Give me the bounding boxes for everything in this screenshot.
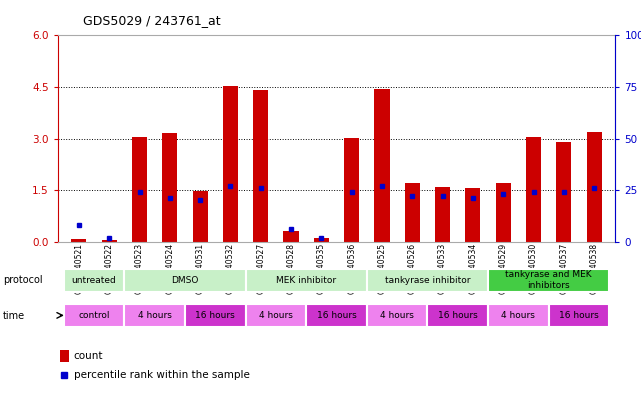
Text: tankyrase and MEK
inhibitors: tankyrase and MEK inhibitors xyxy=(505,270,592,290)
Bar xyxy=(253,90,269,242)
Text: 16 hours: 16 hours xyxy=(438,311,478,320)
Bar xyxy=(71,239,87,242)
Bar xyxy=(314,237,329,242)
Text: time: time xyxy=(3,310,26,321)
Text: count: count xyxy=(74,351,103,361)
Bar xyxy=(246,268,367,292)
Bar xyxy=(404,182,420,242)
Text: 16 hours: 16 hours xyxy=(317,311,356,320)
Text: 4 hours: 4 hours xyxy=(501,311,535,320)
Bar xyxy=(556,142,571,242)
Bar xyxy=(283,231,299,242)
Text: 4 hours: 4 hours xyxy=(259,311,293,320)
Text: GDS5029 / 243761_at: GDS5029 / 243761_at xyxy=(83,14,221,27)
Text: percentile rank within the sample: percentile rank within the sample xyxy=(74,370,250,380)
Bar xyxy=(435,187,450,242)
Bar xyxy=(63,268,124,292)
Text: 16 hours: 16 hours xyxy=(559,311,599,320)
Text: control: control xyxy=(78,311,110,320)
Bar xyxy=(428,304,488,327)
Bar xyxy=(367,268,488,292)
Bar xyxy=(587,132,602,242)
Bar xyxy=(63,304,124,327)
Text: MEK inhibitor: MEK inhibitor xyxy=(276,275,337,285)
Bar xyxy=(102,240,117,242)
Bar xyxy=(246,304,306,327)
Bar xyxy=(526,137,541,242)
Bar xyxy=(488,304,549,327)
Bar xyxy=(465,188,481,242)
Bar xyxy=(344,138,359,242)
Text: 4 hours: 4 hours xyxy=(138,311,172,320)
Bar xyxy=(223,86,238,242)
Text: DMSO: DMSO xyxy=(171,275,199,285)
Bar xyxy=(132,137,147,242)
Text: 16 hours: 16 hours xyxy=(196,311,235,320)
Bar xyxy=(495,182,511,242)
Text: tankyrase inhibitor: tankyrase inhibitor xyxy=(385,275,470,285)
Bar xyxy=(549,304,610,327)
Text: 4 hours: 4 hours xyxy=(380,311,414,320)
Bar xyxy=(162,133,178,242)
Bar xyxy=(60,350,69,362)
Bar xyxy=(124,268,246,292)
Bar xyxy=(185,304,246,327)
Bar xyxy=(374,89,390,242)
Bar xyxy=(124,304,185,327)
Text: untreated: untreated xyxy=(72,275,117,285)
Bar xyxy=(192,191,208,242)
Bar xyxy=(306,304,367,327)
Text: protocol: protocol xyxy=(3,275,43,285)
Bar xyxy=(367,304,428,327)
Bar xyxy=(488,268,610,292)
